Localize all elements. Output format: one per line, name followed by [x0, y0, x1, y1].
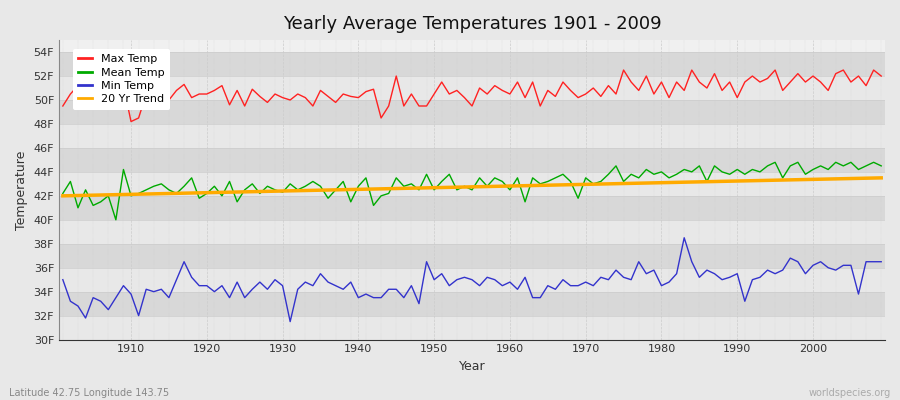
Bar	[59, 172, 885, 196]
X-axis label: Year: Year	[459, 360, 485, 373]
Title: Yearly Average Temperatures 1901 - 2009: Yearly Average Temperatures 1901 - 2009	[283, 15, 662, 33]
Bar	[59, 124, 885, 148]
Y-axis label: Temperature: Temperature	[15, 150, 28, 230]
Bar	[59, 292, 885, 316]
Bar	[59, 220, 885, 244]
Text: worldspecies.org: worldspecies.org	[809, 388, 891, 398]
Bar	[59, 100, 885, 124]
Bar	[59, 316, 885, 340]
Text: Latitude 42.75 Longitude 143.75: Latitude 42.75 Longitude 143.75	[9, 388, 169, 398]
Bar	[59, 244, 885, 268]
Bar	[59, 196, 885, 220]
Bar	[59, 52, 885, 76]
Legend: Max Temp, Mean Temp, Min Temp, 20 Yr Trend: Max Temp, Mean Temp, Min Temp, 20 Yr Tre…	[73, 49, 170, 110]
Bar	[59, 148, 885, 172]
Bar	[59, 76, 885, 100]
Bar	[59, 268, 885, 292]
